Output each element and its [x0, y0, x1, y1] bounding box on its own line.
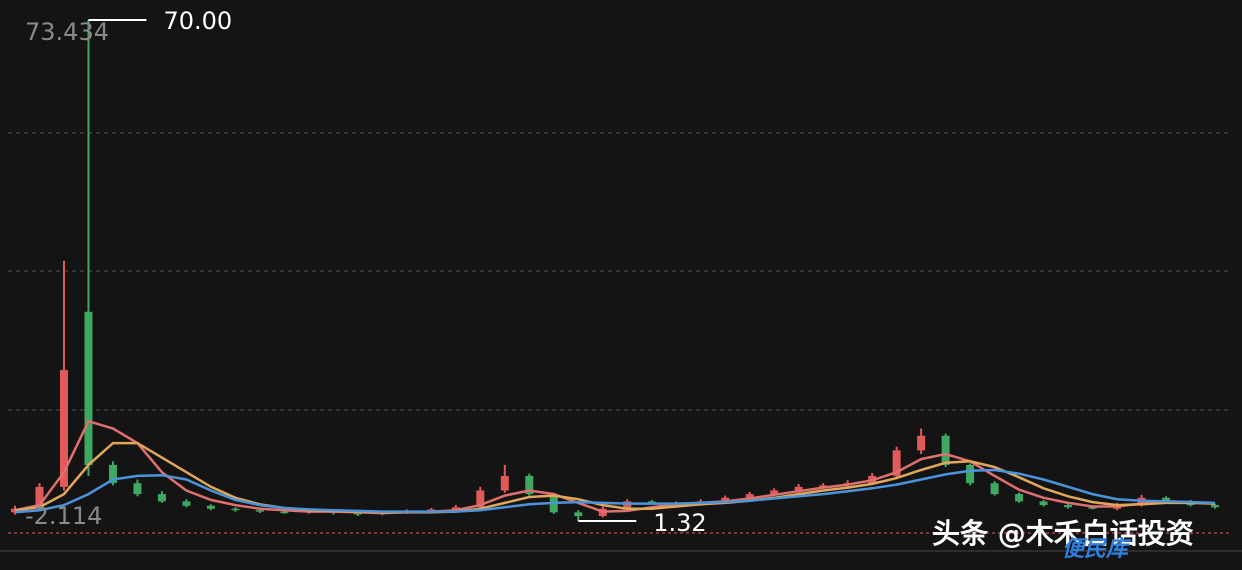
moving-average-line — [14, 468, 1216, 514]
candle-body — [770, 490, 779, 495]
candle-body — [892, 450, 901, 476]
candle-body — [647, 501, 656, 503]
candle-body — [941, 435, 950, 465]
moving-average-line — [14, 419, 1216, 515]
watermark-badge: 便民库 — [1062, 537, 1132, 562]
candle-body — [990, 483, 999, 495]
candle-body — [427, 509, 436, 511]
candle-body — [206, 505, 215, 509]
candle-body — [525, 475, 534, 495]
candle-body — [59, 370, 68, 487]
candle-body — [1211, 505, 1219, 508]
candle-body — [35, 486, 44, 509]
candle-body — [819, 485, 828, 487]
candle-body — [745, 494, 754, 498]
candle-body — [500, 475, 509, 491]
y-tick-label: -2.114 — [25, 502, 102, 530]
candle-body — [794, 486, 803, 491]
low-marker-label: 1.32 — [653, 509, 706, 537]
candle-body — [84, 311, 93, 465]
candle-body — [917, 435, 926, 451]
candle-body — [1039, 501, 1048, 506]
candle-body — [623, 501, 632, 509]
candle-body — [476, 490, 485, 508]
candle-body — [721, 497, 730, 502]
candle-body — [133, 483, 142, 495]
candle-body — [353, 513, 362, 515]
candle-body — [182, 501, 191, 506]
candle-body — [11, 508, 19, 513]
y-tick-label: 73.434 — [25, 18, 109, 46]
candle-body — [1162, 497, 1171, 502]
candle-body — [231, 508, 240, 511]
candle-body — [1064, 505, 1073, 508]
high-marker-label: 70.00 — [163, 7, 232, 35]
watermark: 头条 @木禾白话投资 — [932, 517, 1194, 550]
candle-body — [574, 512, 583, 516]
candle-body — [108, 464, 117, 484]
candle-body — [1088, 507, 1097, 509]
candle-body — [280, 511, 289, 514]
candle-body — [157, 494, 166, 502]
moving-average-line — [14, 441, 1216, 514]
candle-body — [966, 464, 975, 484]
candle-body — [255, 510, 264, 512]
candle-body — [451, 507, 460, 510]
plot: 70.00 1.32 — [11, 7, 1219, 537]
candle-body — [1015, 494, 1024, 502]
